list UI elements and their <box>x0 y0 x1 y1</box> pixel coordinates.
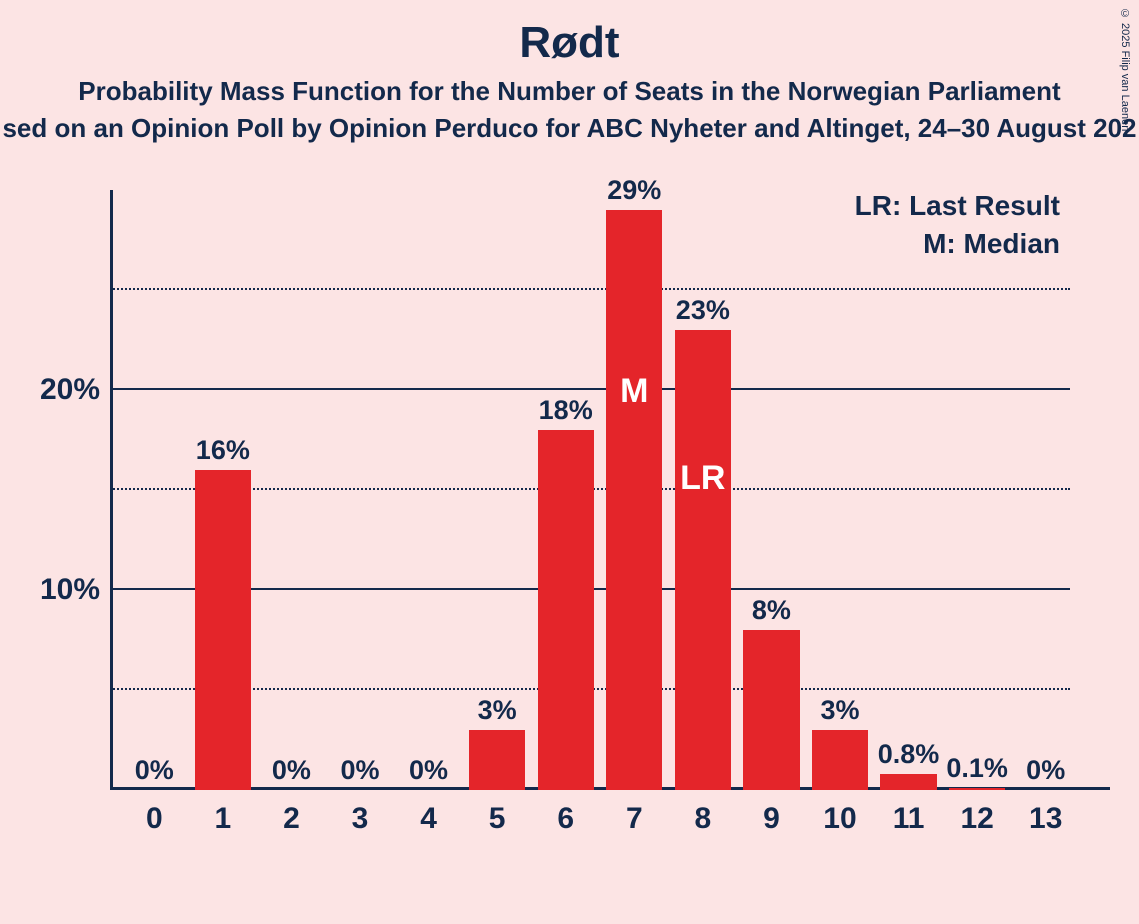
bar-slot: 3%5 <box>463 190 532 790</box>
bar: 3% <box>469 730 525 790</box>
x-tick-label: 1 <box>215 790 232 836</box>
bar: 18% <box>538 430 594 790</box>
bar-value-label: 0.8% <box>878 739 940 774</box>
bar-value-label: 0% <box>409 755 448 790</box>
bar-value-label: 3% <box>478 695 517 730</box>
bar-value-label: 0% <box>1026 755 1065 790</box>
x-tick-label: 12 <box>960 790 993 836</box>
bar-value-label: 8% <box>752 595 791 630</box>
chart-title: Rødt <box>0 0 1139 68</box>
x-tick-label: 6 <box>557 790 574 836</box>
x-tick-label: 11 <box>893 790 925 836</box>
bar-slot: 16%1 <box>189 190 258 790</box>
x-tick-label: 4 <box>420 790 437 836</box>
chart-subtitle-2: sed on an Opinion Poll by Opinion Perduc… <box>0 107 1139 144</box>
bar: 0.8% <box>880 774 936 790</box>
bars-group: 0%016%10%20%30%43%518%629%M723%LR88%93%1… <box>110 190 1110 790</box>
bar-slot: 29%M7 <box>600 190 669 790</box>
bar-value-label: 18% <box>539 395 593 430</box>
x-tick-label: 13 <box>1029 790 1062 836</box>
bar-slot: 3%10 <box>806 190 875 790</box>
x-tick-label: 5 <box>489 790 506 836</box>
bar: 23%LR <box>675 330 731 790</box>
x-tick-label: 0 <box>146 790 163 836</box>
x-tick-label: 2 <box>283 790 300 836</box>
chart-subtitle-1: Probability Mass Function for the Number… <box>0 68 1139 107</box>
copyright-text: © 2025 Filip van Laenen <box>1119 8 1131 131</box>
bar-slot: 0%13 <box>1011 190 1080 790</box>
bar-slot: 23%LR8 <box>669 190 738 790</box>
bar-annotation: M <box>620 372 648 411</box>
bar-value-label: 29% <box>607 175 661 210</box>
x-tick-label: 8 <box>695 790 712 836</box>
bar-slot: 8%9 <box>737 190 806 790</box>
bar-value-label: 0.1% <box>946 753 1008 788</box>
bar-value-label: 0% <box>272 755 311 790</box>
x-tick-label: 9 <box>763 790 780 836</box>
plot-area: LR: Last Result M: Median 10%20% 0%016%1… <box>110 190 1110 830</box>
bar: 16% <box>195 470 251 790</box>
bar-slot: 0.8%11 <box>874 190 943 790</box>
bar-slot: 0%3 <box>326 190 395 790</box>
bar-slot: 0%2 <box>257 190 326 790</box>
bar-slot: 0.1%12 <box>943 190 1012 790</box>
bar: 29%M <box>606 210 662 790</box>
bar: 3% <box>812 730 868 790</box>
bar-slot: 18%6 <box>531 190 600 790</box>
bar-annotation: LR <box>680 459 725 498</box>
x-tick-label: 3 <box>352 790 369 836</box>
bar-value-label: 23% <box>676 295 730 330</box>
bar-value-label: 0% <box>340 755 379 790</box>
x-tick-label: 7 <box>626 790 643 836</box>
bar-value-label: 16% <box>196 435 250 470</box>
bar: 8% <box>743 630 799 790</box>
y-tick-label: 10% <box>40 573 100 607</box>
bar-value-label: 3% <box>820 695 859 730</box>
bar-slot: 0%0 <box>120 190 189 790</box>
x-tick-label: 10 <box>823 790 856 836</box>
bar-slot: 0%4 <box>394 190 463 790</box>
chart-container: LR: Last Result M: Median 10%20% 0%016%1… <box>30 180 1120 880</box>
bar-value-label: 0% <box>135 755 174 790</box>
y-tick-label: 20% <box>40 373 100 407</box>
